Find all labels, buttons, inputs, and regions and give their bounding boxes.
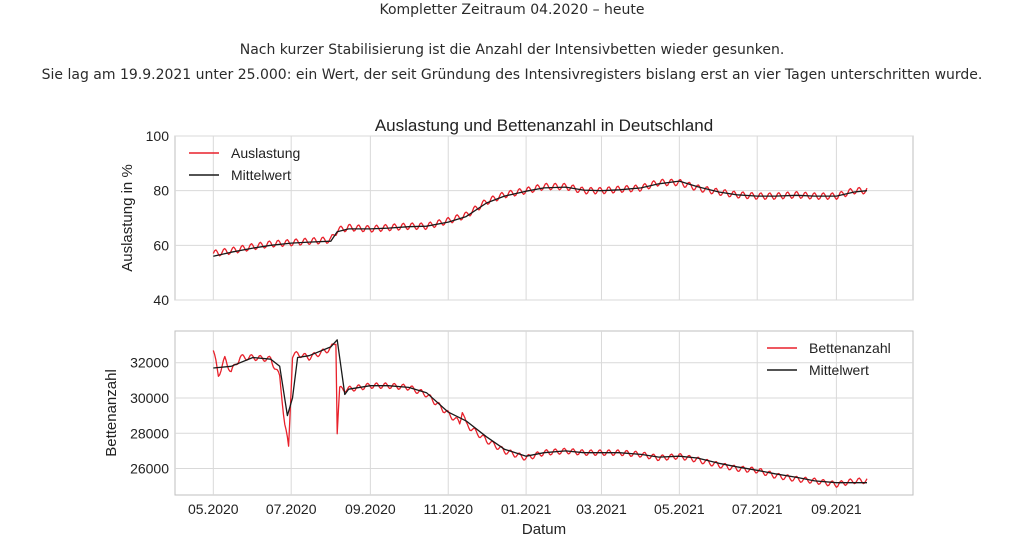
y-tick-label: 40 xyxy=(153,292,169,308)
x-tick-label: 07.2021 xyxy=(732,501,783,517)
x-tick-label: 09.2021 xyxy=(811,501,862,517)
x-tick-label: 05.2020 xyxy=(188,501,239,517)
plot-frame xyxy=(174,135,914,301)
series-line-mittelwert xyxy=(213,180,868,257)
chart-title: Auslastung und Bettenanzahl in Deutschla… xyxy=(375,116,713,135)
y-tick-label: 28000 xyxy=(130,425,169,441)
description-line-2: Sie lag am 19.9.2021 unter 25.000: ein W… xyxy=(41,67,983,83)
utilization-panel: 40 60 80 100 Auslastung in % Auslastung und B… xyxy=(119,116,914,308)
legend-label: Mittelwert xyxy=(809,362,869,378)
y-tick-label: 100 xyxy=(146,128,170,144)
description-line-1: Nach kurzer Stabilisierung ist die Anzah… xyxy=(239,42,785,58)
y-tick-label: 26000 xyxy=(130,461,169,477)
y-tick-label: 30000 xyxy=(130,390,169,406)
x-tick-label: 03.2021 xyxy=(576,501,627,517)
x-tick-label: 07.2020 xyxy=(266,501,317,517)
x-tick-label: 11.2020 xyxy=(423,501,473,517)
plot-frame xyxy=(174,330,914,496)
y-axis-label: Auslastung in % xyxy=(119,164,136,272)
x-tick-label: 05.2021 xyxy=(654,501,705,517)
period-heading: Kompletter Zeitraum 04.2020 – heute xyxy=(379,2,645,18)
x-tick-label: 09.2020 xyxy=(345,501,396,517)
y-tick-label: 80 xyxy=(153,183,169,199)
legend-label: Auslastung xyxy=(231,145,300,161)
legend-label: Bettenanzahl xyxy=(809,340,891,356)
beds-panel: 26000 28000 30000 32000 Bettenanzahl 05.2020 0… xyxy=(103,330,914,538)
y-tick-label: 60 xyxy=(153,237,169,253)
x-tick-label: 01.2021 xyxy=(501,501,552,517)
legend-label: Mittelwert xyxy=(231,167,291,183)
x-axis-label: Datum xyxy=(522,521,566,538)
series-line-mittelwert xyxy=(213,339,867,484)
y-tick-label: 32000 xyxy=(130,355,169,371)
y-axis-label: Bettenanzahl xyxy=(103,369,120,457)
